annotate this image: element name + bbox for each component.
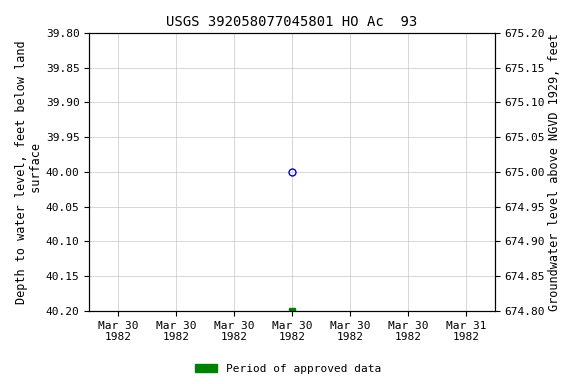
Y-axis label: Groundwater level above NGVD 1929, feet: Groundwater level above NGVD 1929, feet <box>548 33 561 311</box>
Legend: Period of approved data: Period of approved data <box>191 359 385 379</box>
Y-axis label: Depth to water level, feet below land
 surface: Depth to water level, feet below land su… <box>15 40 43 304</box>
Title: USGS 392058077045801 HO Ac  93: USGS 392058077045801 HO Ac 93 <box>166 15 418 29</box>
